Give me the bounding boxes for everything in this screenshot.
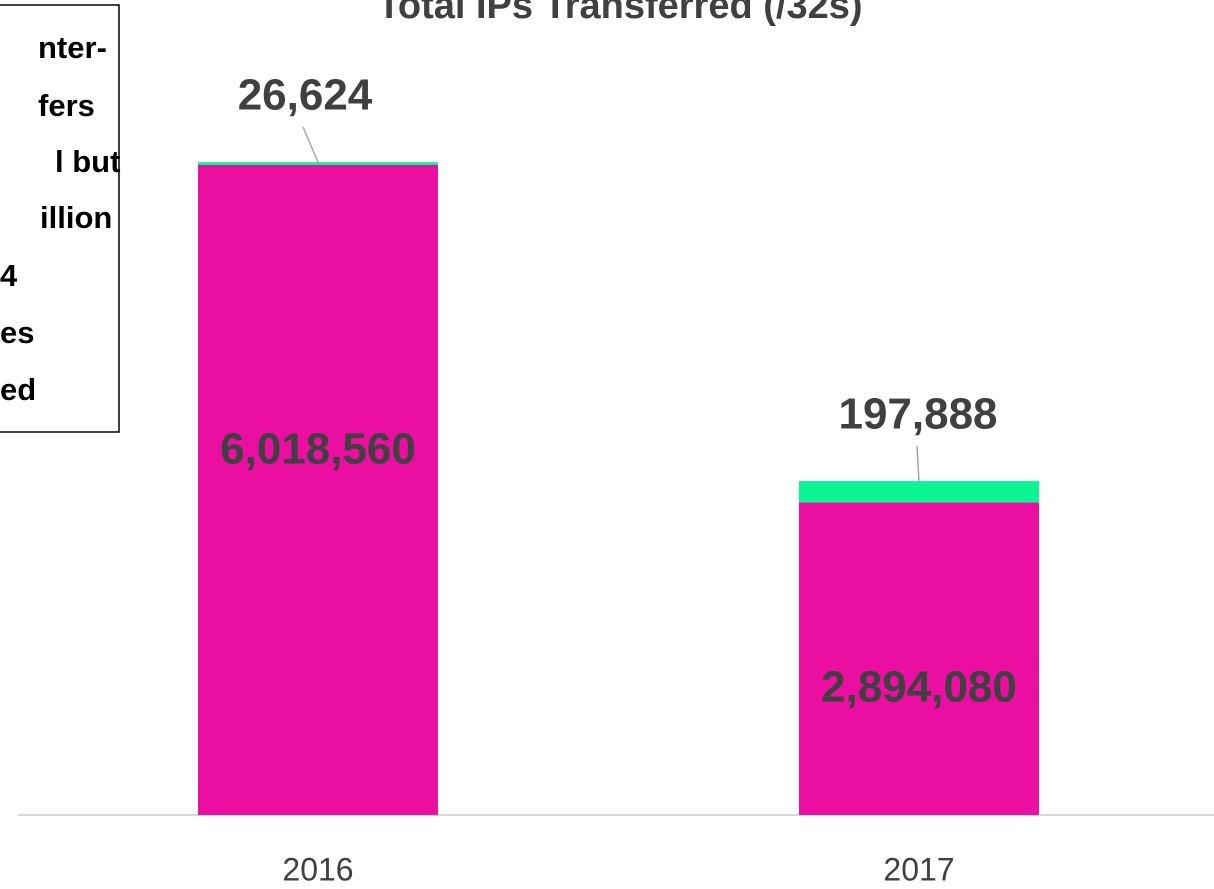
data-label: 26,624 [238, 71, 373, 120]
annotation-line: illion [40, 200, 112, 235]
data-label: 197,888 [838, 390, 997, 439]
leader-line [916, 446, 920, 482]
data-label: 6,018,560 [220, 425, 416, 474]
data-label: 2,894,080 [821, 663, 1017, 712]
bar-segment [799, 481, 1039, 503]
bar-segment [198, 164, 438, 816]
annotation-line: es [0, 315, 34, 350]
annotation-line: fers [38, 88, 95, 123]
leader-line [302, 126, 319, 163]
annotation-line: 4 [0, 258, 18, 293]
annotation-line: nter- [38, 30, 107, 65]
bar-segment [799, 502, 1039, 815]
bar-segment [198, 162, 438, 165]
chart-title: Total IPs Transferred (/32s) [377, 0, 862, 27]
annotation-box [0, 4, 120, 433]
x-tick-label: 2017 [883, 851, 954, 887]
annotation-line: ed [0, 372, 36, 407]
x-tick-label: 2016 [282, 851, 353, 887]
annotation-line: l but [55, 144, 120, 179]
